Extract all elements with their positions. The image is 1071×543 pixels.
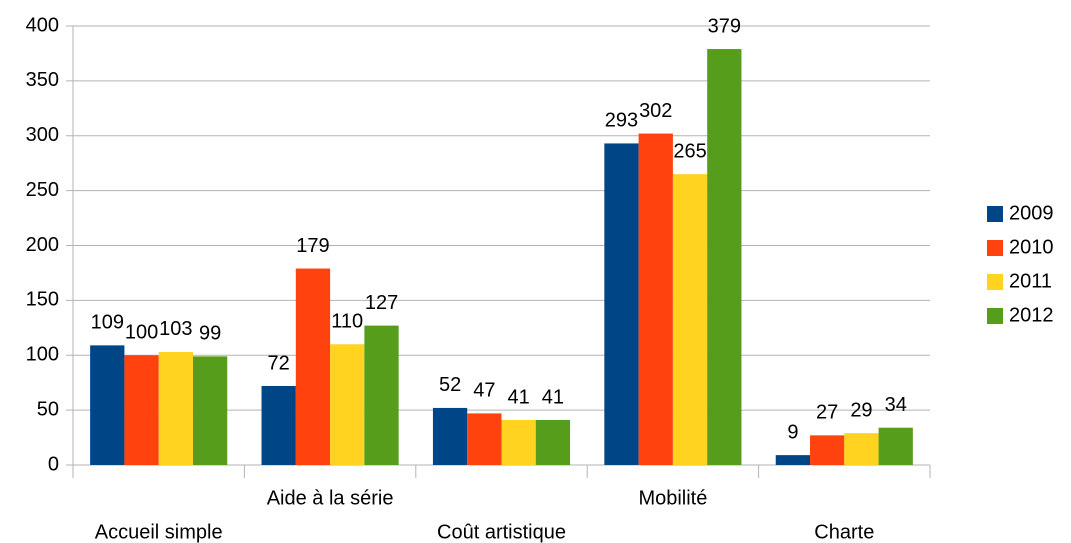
data-label: 99 xyxy=(199,323,221,345)
bar xyxy=(604,143,639,465)
bar xyxy=(158,351,193,465)
y-tick-label: 50 xyxy=(37,398,59,420)
bar xyxy=(775,455,811,465)
bar xyxy=(432,407,468,465)
y-tick-label: 300 xyxy=(26,124,59,146)
bar xyxy=(878,427,913,465)
legend-label: 2012 xyxy=(1009,304,1054,326)
legend-label: 2010 xyxy=(1009,236,1054,258)
data-label: 47 xyxy=(473,380,495,402)
bar xyxy=(295,268,331,465)
legend-label: 2009 xyxy=(1009,202,1054,224)
data-label: 9 xyxy=(787,421,798,443)
x-tick-label: Charte xyxy=(814,521,874,543)
legend-swatch xyxy=(987,308,1003,324)
data-label: 379 xyxy=(708,15,741,37)
bar xyxy=(261,385,296,465)
y-tick-label: 200 xyxy=(26,234,59,256)
x-tick-label: Coût artistique xyxy=(437,521,566,543)
y-tick-label: 400 xyxy=(26,14,59,36)
bar xyxy=(467,413,502,465)
bar xyxy=(707,49,742,466)
data-label: 110 xyxy=(331,311,363,333)
data-label: 52 xyxy=(439,374,461,396)
y-tick-label: 100 xyxy=(26,344,59,366)
bar xyxy=(501,420,536,465)
legend-label: 2011 xyxy=(1009,270,1052,292)
bar xyxy=(90,345,125,465)
bar xyxy=(638,133,673,465)
bar xyxy=(124,355,159,465)
data-label: 29 xyxy=(850,399,872,421)
data-label: 265 xyxy=(673,140,706,162)
bar xyxy=(810,435,845,465)
data-label: 41 xyxy=(542,386,564,408)
y-tick-label: 250 xyxy=(26,179,59,201)
legend-swatch xyxy=(987,206,1003,222)
bar xyxy=(330,344,365,465)
data-label: 179 xyxy=(296,235,329,257)
x-tick-label: Mobilité xyxy=(638,487,707,509)
bar xyxy=(535,420,571,465)
data-label: 100 xyxy=(125,322,158,344)
y-tick-label: 0 xyxy=(48,453,59,475)
data-label: 41 xyxy=(508,386,530,408)
x-tick-label: Aide à la série xyxy=(267,487,394,509)
bar xyxy=(192,356,228,465)
x-tick-label: Accueil simple xyxy=(95,521,223,543)
bar xyxy=(672,174,708,465)
data-label: 27 xyxy=(816,402,838,424)
legend-swatch xyxy=(987,240,1003,256)
data-label: 72 xyxy=(268,352,290,374)
y-tick-label: 150 xyxy=(26,289,59,311)
data-label: 34 xyxy=(885,394,907,416)
data-label: 302 xyxy=(639,100,672,122)
data-label: 109 xyxy=(91,312,124,334)
data-label: 293 xyxy=(605,110,638,132)
y-tick-label: 350 xyxy=(26,69,59,91)
bar xyxy=(844,433,879,465)
data-label: 127 xyxy=(365,292,398,314)
bar xyxy=(364,325,399,465)
data-label: 103 xyxy=(159,318,192,340)
legend-swatch xyxy=(987,274,1003,290)
